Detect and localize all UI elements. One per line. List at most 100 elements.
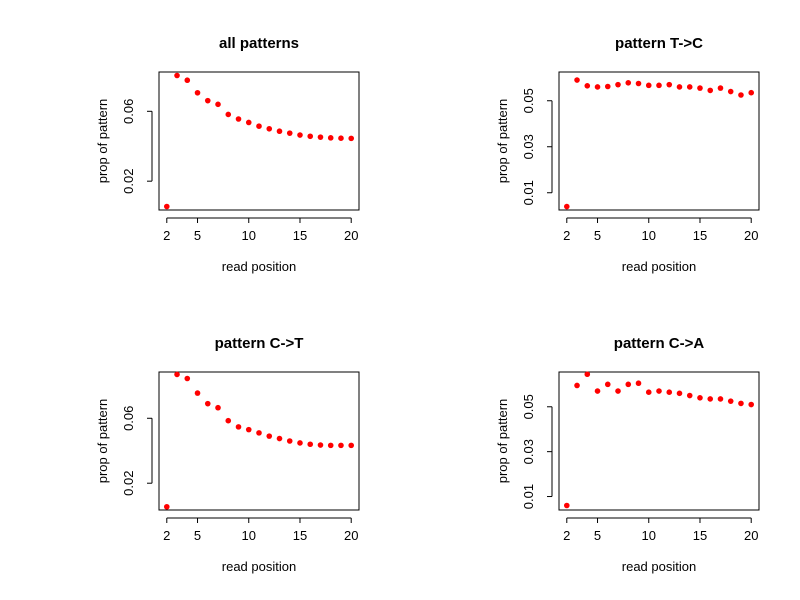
data-point [574, 77, 580, 83]
y-tick-label: 0.03 [521, 439, 536, 464]
y-tick-label: 0.05 [521, 88, 536, 113]
data-point [625, 80, 632, 86]
data-point [656, 82, 662, 89]
data-point [317, 134, 324, 140]
data-point [676, 390, 683, 397]
data-point [338, 135, 344, 142]
data-point [625, 381, 632, 388]
y-axis-label: prop of pattern [495, 399, 510, 484]
data-point [604, 381, 611, 388]
data-point [174, 371, 180, 378]
data-point [563, 203, 570, 210]
x-axis-label: read position [222, 559, 296, 574]
data-point [707, 396, 714, 402]
data-point [666, 81, 673, 88]
data-point [676, 84, 683, 90]
data-point [174, 72, 180, 79]
data-point [748, 89, 755, 96]
data-point [235, 424, 242, 430]
x-tick-label: 2 [563, 228, 570, 243]
data-point [697, 85, 703, 91]
data-point [327, 442, 334, 449]
data-point [225, 111, 232, 118]
data-point [235, 116, 242, 122]
data-point [594, 388, 601, 394]
x-tick-label: 5 [194, 228, 201, 243]
data-point [276, 128, 283, 135]
data-point [727, 88, 734, 95]
x-tick-label: 5 [594, 228, 601, 243]
y-tick-label: 0.02 [121, 169, 136, 194]
data-point [215, 404, 221, 411]
x-tick-label: 15 [293, 228, 307, 243]
plot-frame [558, 71, 760, 211]
data-point [348, 442, 355, 449]
x-tick-label: 20 [744, 528, 758, 543]
x-tick-label: 2 [563, 528, 570, 543]
data-point [686, 392, 693, 399]
x-tick-label: 5 [594, 528, 601, 543]
x-tick-label: 20 [344, 228, 358, 243]
data-point [307, 133, 314, 140]
x-tick-label: 10 [642, 228, 656, 243]
x-tick-label: 2 [163, 528, 170, 543]
plot-frame [558, 371, 760, 511]
data-point [574, 382, 580, 389]
chart-title: all patterns [219, 35, 299, 52]
data-point [256, 123, 262, 129]
data-point [245, 426, 252, 433]
x-tick-label: 15 [293, 528, 307, 543]
data-point [584, 371, 591, 378]
data-point [584, 83, 591, 89]
data-point [666, 389, 673, 395]
y-axis-label: prop of pattern [495, 99, 510, 184]
data-point [738, 92, 744, 98]
panel-pattern-t-to-c: pattern T->C 2 5 10 15 20 0.01 0.03 0.05 read pos… [495, 35, 760, 274]
x-tick-label: 20 [744, 228, 758, 243]
y-tick-label: 0.06 [121, 406, 136, 431]
data-point [297, 132, 303, 138]
y-axis-label: prop of pattern [95, 99, 110, 184]
y-tick-label: 0.06 [121, 99, 136, 124]
x-tick-label: 10 [242, 228, 256, 243]
plot-frame [158, 71, 360, 211]
y-tick-label: 0.01 [521, 484, 536, 509]
data-point [686, 84, 693, 90]
data-point [604, 83, 611, 90]
y-tick-label: 0.01 [521, 180, 536, 205]
data-point [307, 441, 314, 448]
data-point [717, 396, 724, 402]
data-point [635, 380, 642, 387]
data-point [266, 125, 273, 132]
data-point [215, 101, 221, 108]
data-point [163, 503, 170, 510]
data-point [266, 433, 273, 439]
y-tick-label: 0.03 [521, 134, 536, 159]
data-point [615, 388, 621, 394]
data-point [194, 89, 201, 96]
panel-pattern-c-to-t: pattern C->T 2 5 10 15 20 0.02 0.06 read positio… [95, 335, 360, 574]
data-point [635, 80, 642, 87]
data-point [563, 502, 570, 509]
data-point [163, 203, 170, 210]
data-point [276, 435, 283, 442]
y-axis-label: prop of pattern [95, 399, 110, 484]
data-point [225, 417, 232, 424]
data-point [245, 119, 252, 126]
data-point [184, 375, 191, 382]
data-point [748, 401, 755, 408]
x-tick-label: 10 [642, 528, 656, 543]
data-point [738, 400, 744, 407]
data-point [338, 442, 344, 449]
data-point [327, 135, 334, 141]
data-point [348, 135, 355, 142]
data-point [256, 430, 262, 436]
panel-pattern-c-to-a: pattern C->A 2 5 10 15 20 0.01 0.03 0.05 read pos… [495, 335, 760, 574]
x-axis-label: read position [622, 259, 696, 274]
data-point [184, 77, 191, 84]
x-axis-label: read position [622, 559, 696, 574]
data-point [286, 130, 293, 136]
data-point [204, 97, 211, 104]
data-point [286, 438, 293, 444]
